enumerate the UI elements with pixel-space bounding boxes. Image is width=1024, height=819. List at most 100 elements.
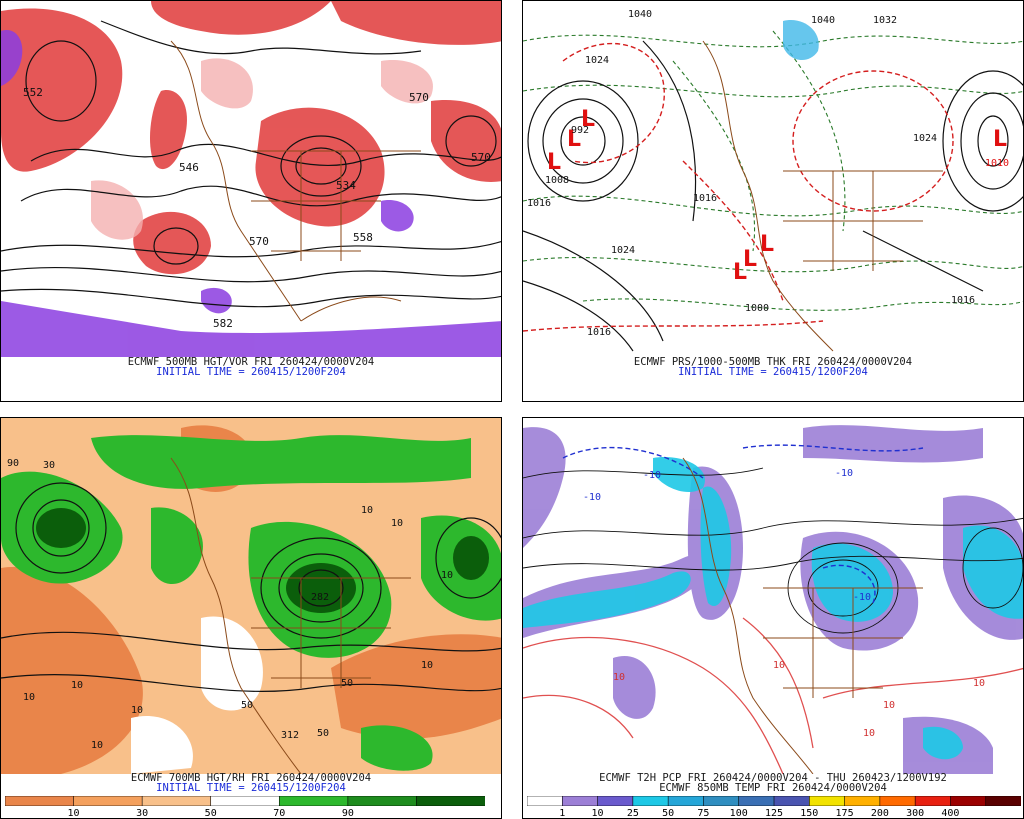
colorbar-tick-label: 100 [729,808,748,819]
colorbar-swatch [773,796,811,806]
colorbar-tick-label: 150 [800,808,819,819]
colorbar-tick-label: 125 [764,808,784,819]
panel-t2h-pcp-850mb: -10 -10 -10 -10 10 10 10 10 10 ECMWF T2H… [522,417,1024,819]
map-700mb: 90 10 10 10 10 10 50 50 50 10 10 282 30 … [1,418,501,774]
colorbar-swatch [632,796,669,806]
map-500mb: 552 546 534 558 570 570 582 570 [1,1,501,357]
contour-label: 1024 [913,133,937,144]
contour-label: 10 [441,570,453,581]
contour-label: 534 [336,179,356,192]
colorbar-swatch [561,796,599,806]
colorbar-swatch [416,796,485,806]
low-pressure-marker: L [567,127,581,152]
contour-label: 1016 [951,295,975,306]
colorbar-tick-label: 75 [697,808,710,819]
contour-label: 282 [311,592,329,603]
contour-label: 570 [409,91,429,104]
contour-label: 1016 [587,327,611,338]
contour-label: 30 [43,460,55,471]
panel-title: ECMWF T2H PCP FRI 260424/0000V204 - THU … [599,772,947,784]
contour-label: 582 [213,317,233,330]
contour-label: 10 [421,660,433,671]
colorbar-swatch [278,796,349,806]
contour-label: 570 [471,151,491,164]
contour-label: 10 [23,692,35,703]
contour-label: 1040 [628,9,652,20]
colorbar-swatch [879,796,916,806]
contour-label: 552 [23,86,43,99]
contour-label: 10 [71,680,83,691]
contour-label: 10 [361,505,373,516]
contour-label: 1024 [585,55,609,66]
contour-label: -10 [643,470,661,481]
colorbar-swatch [347,796,418,806]
panel-title: ECMWF 700MB HGT/RH FRI 260424/0000V204 [130,772,372,784]
low-pressure-marker: L [547,150,561,175]
contour-label: 10 [391,518,403,529]
colorbar-tick-label: 90 [341,808,354,819]
colorbar-swatch [667,796,705,806]
colorbar-swatch [597,796,634,806]
colorbar-tick-label: 70 [273,808,286,819]
contour-label: 1010 [985,158,1009,169]
contour-label: 50 [241,700,253,711]
panel-subtitle: INITIAL TIME = 260415/1200F204 [156,366,346,378]
colorbar-tick-label: 25 [626,808,639,819]
contour-label: 10 [773,660,785,671]
contour-label: 1016 [527,198,551,209]
contour-label: -10 [583,492,601,503]
colorbar-tick-label: 50 [204,808,217,819]
colorbar-labels: 10 30 50 70 90 [5,808,485,819]
contour-label: 50 [341,678,353,689]
colorbar-tick-label: 10 [67,808,80,819]
contour-label: 312 [281,730,299,741]
colorbar-labels: 1 10 25 50 75 100 125 150 175 200 300 400 [527,808,1021,819]
colorbar-tick-label: 1 [559,808,566,819]
colorbar-rh [5,796,485,806]
panel-subtitle: INITIAL TIME = 260415/1200F204 [156,782,346,794]
map-prs-thk: L L L L L L L 1032 1040 1040 1024 1016 1… [523,1,1023,357]
colorbar-tick-label: 30 [136,808,149,819]
map-pcp-850mb: -10 -10 -10 -10 10 10 10 10 10 [523,418,1023,774]
colorbar-tick-label: 300 [906,808,925,819]
contour-label: -10 [853,592,871,603]
colorbar-tick-label: 50 [662,808,675,819]
low-pressure-marker: L [993,127,1007,152]
contour-label: 992 [571,125,589,136]
colorbar-swatch [844,796,881,806]
contour-label: 10 [863,728,875,739]
colorbar-swatch [73,796,143,806]
colorbar-swatch [5,796,75,806]
colorbar-swatch [210,796,281,806]
contour-label: 546 [179,161,199,174]
colorbar-swatch [738,796,775,806]
contour-label: 1008 [545,175,569,186]
colorbar-swatch [703,796,740,806]
contour-label: 1032 [873,15,897,26]
low-pressure-marker: L [581,107,595,132]
colorbar-swatch [141,796,212,806]
contour-label: 10 [973,678,985,689]
contour-label: 50 [317,728,329,739]
contour-label: -10 [835,468,853,479]
panel-subtitle: ECMWF 850MB TEMP FRI 260424/0000V204 [659,782,887,794]
panel-subtitle: INITIAL TIME = 260415/1200F204 [678,366,868,378]
colorbar-tick-label: 400 [941,808,960,819]
colorbar-swatch [985,796,1021,806]
contour-label: 1000 [745,303,769,314]
colorbar-swatch [950,796,987,806]
contour-label: 90 [7,458,19,469]
colorbar-swatch [808,796,846,806]
contour-label: 1016 [693,193,717,204]
panel-700mb-hgt-rh: 90 10 10 10 10 10 50 50 50 10 10 282 30 … [0,417,502,819]
contour-label: 10 [883,700,895,711]
colorbar-pcp [527,796,1021,806]
contour-label: 558 [353,231,373,244]
colorbar-tick-label: 175 [835,808,854,819]
panel-title: ECMWF PRS/1000-500MB THK FRI 260424/0000… [633,356,913,368]
contour-label: 1024 [611,245,635,256]
low-pressure-marker: L [733,260,747,285]
contour-label: 10 [613,672,625,683]
contour-label: 10 [91,740,103,751]
panel-prs-thk: L L L L L L L 1032 1040 1040 1024 1016 1… [522,0,1024,402]
